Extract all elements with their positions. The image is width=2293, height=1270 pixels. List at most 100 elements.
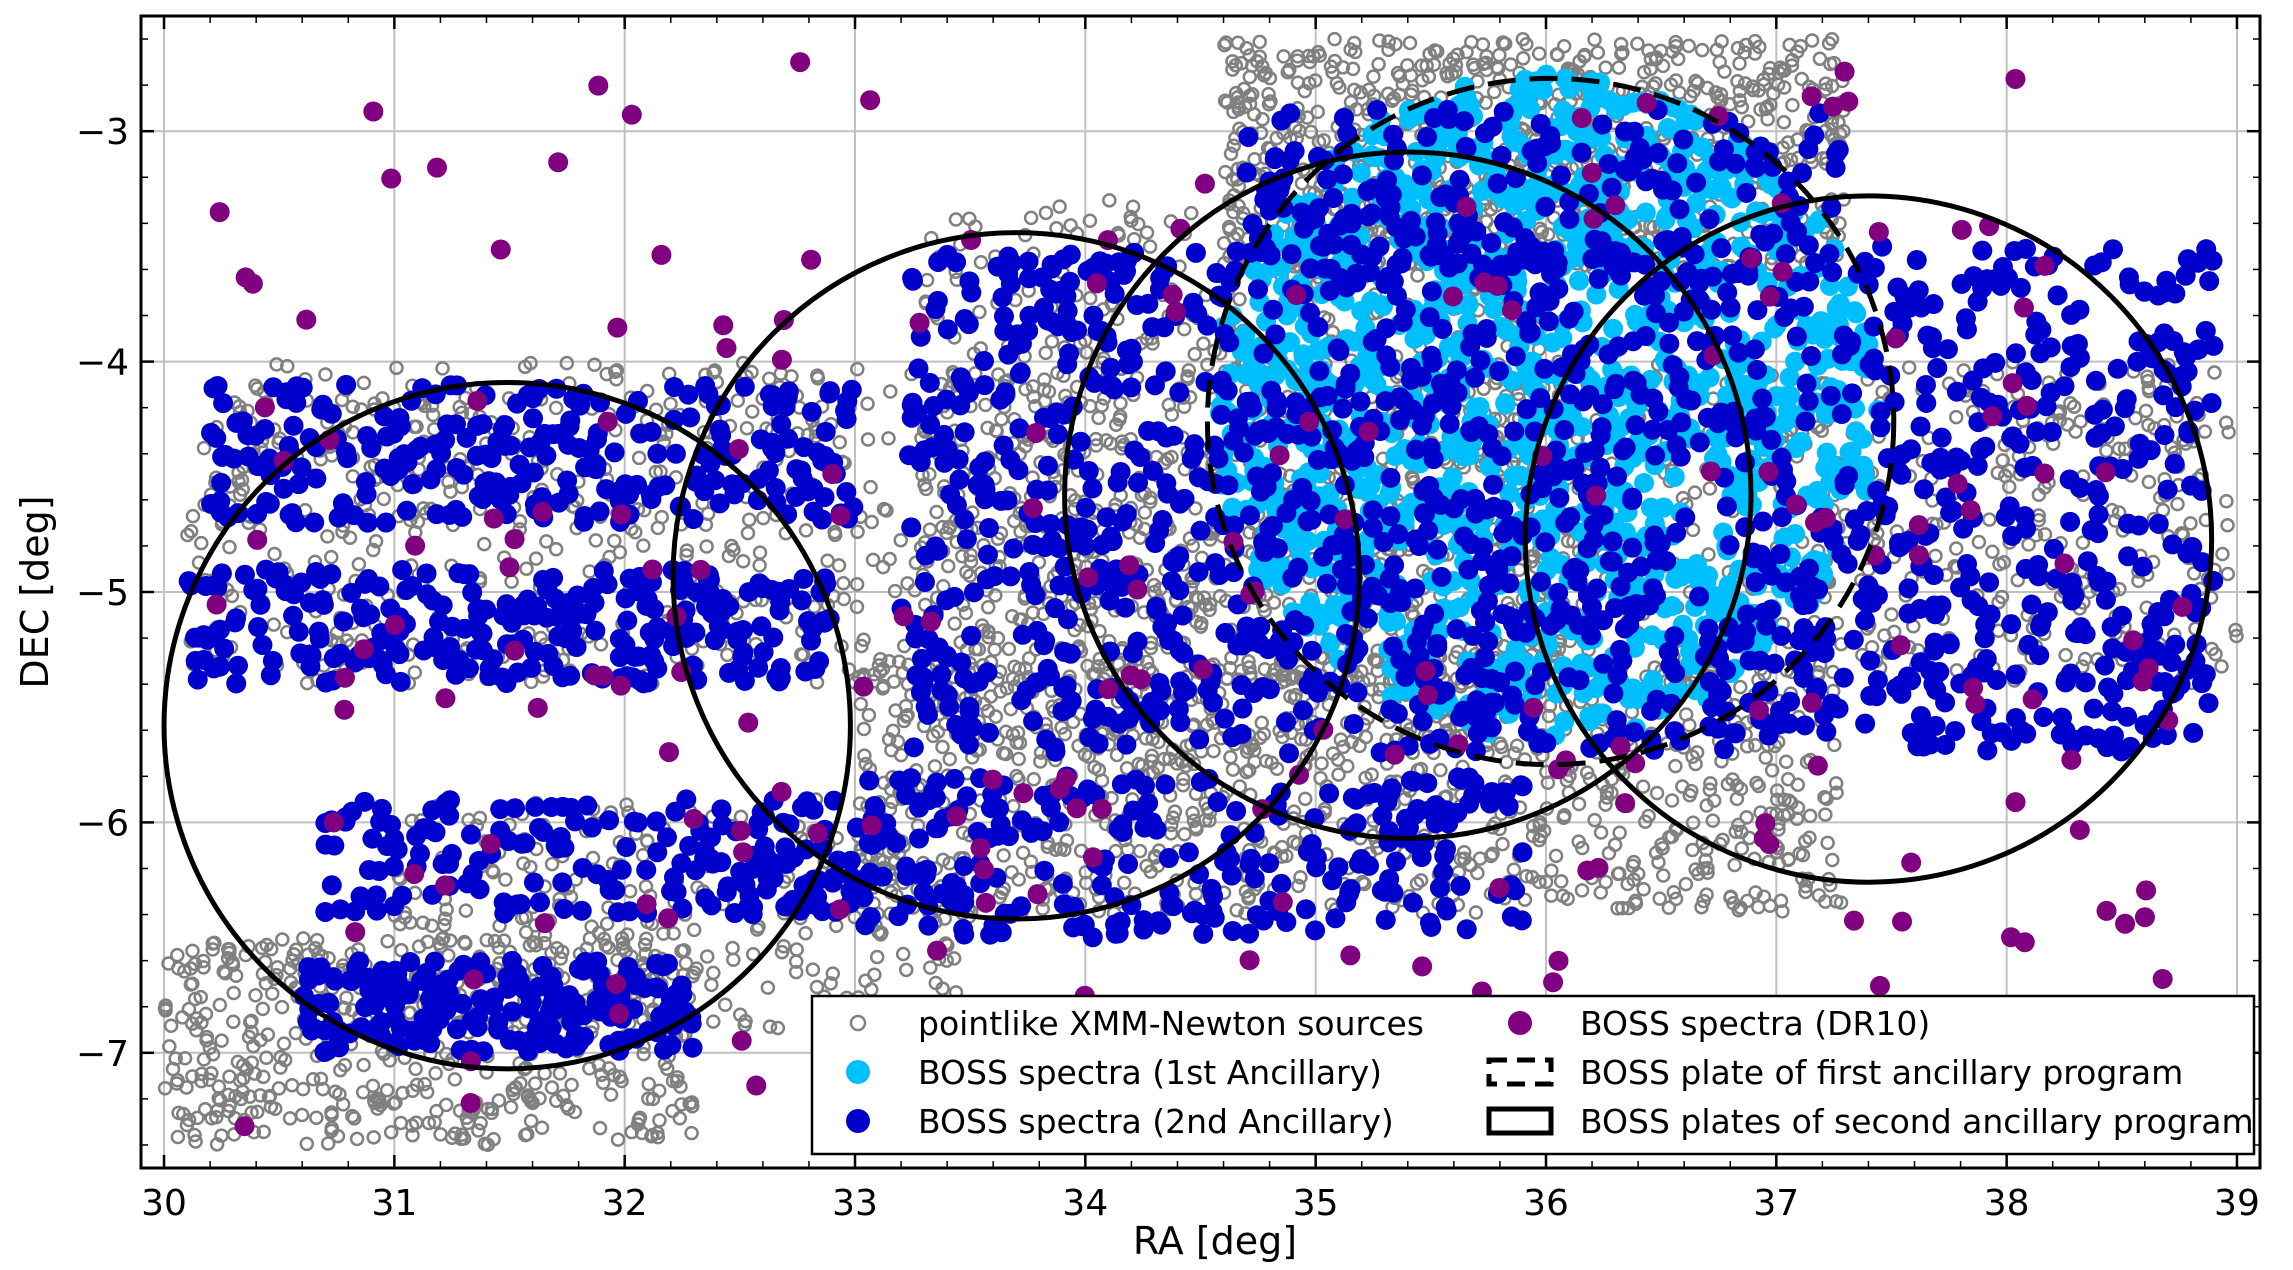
xmm-source-point [1003, 643, 1015, 655]
xmm-source-point [165, 1020, 177, 1032]
xmm-source-point [284, 1112, 296, 1124]
xmm-source-point [1189, 348, 1201, 360]
xmm-source-point [719, 999, 731, 1011]
xmm-source-point [590, 534, 602, 546]
xmm-source-point [1093, 412, 1105, 424]
xmm-source-point [1729, 859, 1741, 871]
xmm-source-point [882, 432, 894, 444]
xmm-source-point [378, 493, 390, 505]
xmm-source-point [944, 753, 956, 765]
xmm-source-point [536, 1122, 548, 1134]
xmm-source-point [1589, 814, 1601, 826]
xmm-source-point [1614, 827, 1626, 839]
xmm-source-point [800, 927, 812, 939]
xmm-source-point [924, 524, 936, 536]
xmm-source-point [1118, 877, 1130, 889]
xmm-source-point [800, 524, 812, 536]
xmm-source-point [1804, 810, 1816, 822]
xmm-source-point [1595, 827, 1607, 839]
xmm-source-point [975, 256, 987, 268]
xmm-source-point [757, 512, 769, 524]
xmm-source-point [1254, 36, 1266, 48]
xmm-source-point [296, 1109, 308, 1121]
xmm-source-point [858, 750, 870, 762]
xmm-source-point [791, 944, 803, 956]
xmm-source-point [2143, 476, 2155, 488]
xmm-source-point [742, 527, 754, 539]
xmm-source-point [701, 541, 713, 553]
xmm-source-point [449, 1073, 461, 1085]
xmm-source-point [163, 1040, 175, 1052]
xmm-source-point [266, 988, 278, 1000]
xmm-source-point [1786, 99, 1798, 111]
xmm-source-point [1333, 769, 1345, 781]
xmm-source-point [884, 385, 896, 397]
xmm-source-point [2222, 519, 2234, 531]
xmm-source-point [1497, 838, 1509, 850]
xmm-source-point [1736, 843, 1748, 855]
xmm-source-point [357, 1086, 369, 1098]
xmm-source-point [506, 576, 518, 588]
xmm-source-point [187, 510, 199, 522]
xmm-source-point [1638, 883, 1650, 895]
xmm-source-point [605, 1089, 617, 1101]
xmm-source-point [435, 1128, 447, 1140]
xmm-source-point [1040, 207, 1052, 219]
xmm-source-point [472, 1125, 484, 1137]
xmm-source-point [851, 363, 863, 375]
xmm-source-point [276, 1001, 288, 1013]
xmm-source-point [1950, 543, 1962, 555]
xmm-source-point [1592, 47, 1604, 59]
xmm-source-point [505, 1101, 517, 1113]
xmm-source-point [1814, 53, 1826, 65]
xmm-source-point [250, 989, 262, 1001]
xmm-source-point [852, 526, 864, 538]
xmm-source-point [257, 1003, 269, 1015]
xmm-source-point [1165, 827, 1177, 839]
xmm-source-point [478, 538, 490, 550]
xmm-source-point [1683, 40, 1695, 52]
xmm-source-point [1545, 890, 1557, 902]
xmm-source-point [1471, 867, 1483, 879]
xmm-source-point [862, 434, 874, 446]
xmm-source-point [421, 1086, 433, 1098]
xmm-source-point [1734, 681, 1746, 693]
xmm-source-point [1686, 844, 1698, 856]
xmm-source-point [727, 942, 739, 954]
xmm-source-point [1666, 795, 1678, 807]
xmm-source-point [1782, 773, 1794, 785]
xmm-source-point [530, 553, 542, 565]
xmm-source-point [1178, 323, 1190, 335]
xmm-source-point [1488, 86, 1500, 98]
xmm-source-point [319, 369, 331, 381]
xmm-source-point [897, 948, 909, 960]
xmm-source-point [653, 1114, 665, 1126]
xmm-source-point [1576, 884, 1588, 896]
xmm-source-point [863, 709, 875, 721]
xmm-source-point [195, 537, 207, 549]
xmm-source-point [701, 950, 713, 962]
xmm-source-point [637, 849, 649, 861]
xmm-source-point [1992, 467, 2004, 479]
xmm-source-point [1013, 753, 1025, 765]
xmm-source-point [902, 577, 914, 589]
xmm-source-point [1508, 864, 1520, 876]
xmm-source-point [1197, 338, 1209, 350]
xmm-source-point [936, 741, 948, 753]
xmm-source-point [1704, 482, 1716, 494]
xmm-source-point [273, 1082, 285, 1094]
xmm-source-point [1006, 866, 1018, 878]
xmm-source-point [1631, 38, 1643, 50]
xmm-source-point [1589, 34, 1601, 46]
xmm-source-point [499, 874, 511, 886]
xmm-source-point [297, 1083, 309, 1095]
xmm-source-point [1819, 809, 1831, 821]
xmm-source-point [1826, 854, 1838, 866]
xmm-source-point [743, 514, 755, 526]
xmm-source-point [227, 1016, 239, 1028]
xmm-source-point [1796, 73, 1808, 85]
xmm-source-point [866, 516, 878, 528]
xmm-source-point [1096, 775, 1108, 787]
xmm-source-point [278, 1038, 290, 1050]
xmm-source-point [358, 1059, 370, 1071]
